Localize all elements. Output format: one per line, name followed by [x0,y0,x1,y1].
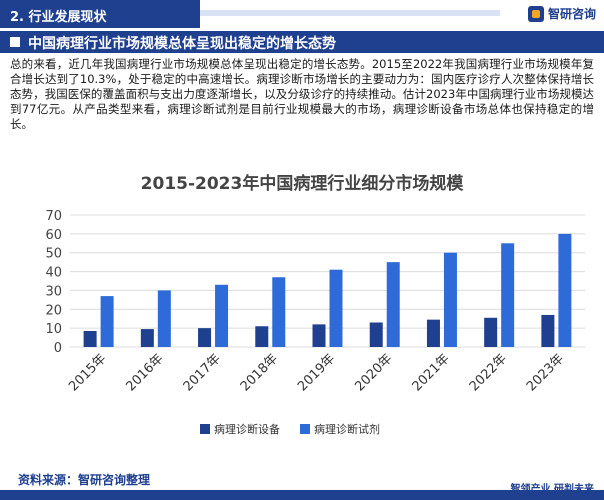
footer: 资料来源：智研咨询整理 智领产业 研判未来 [0,466,604,500]
bar-reagent [443,252,457,347]
y-tick-label: 20 [45,303,62,318]
legend-swatch [200,424,210,434]
bar-equipment [541,314,555,347]
bar-equipment [140,329,154,347]
footer-band [0,490,604,500]
y-tick-label: 60 [45,228,62,243]
x-tick-label: 2021年 [410,351,453,394]
y-tick-label: 40 [45,266,62,281]
y-tick-label: 10 [45,322,62,337]
top-bar: 2. 行业发展现状 智研咨询 [0,0,604,28]
bar-reagent [558,233,572,347]
bar-reagent [501,243,515,347]
bar-reagent [100,296,114,347]
logo-mark-icon [527,5,544,22]
bar-equipment [198,328,212,347]
body-paragraph: 总的来看，近几年我国病理行业市场规模总体呈现出稳定的增长态势。2015至2022… [10,57,594,131]
section-heading: 2. 行业发展现状 [10,10,107,25]
square-bullet-icon [10,37,20,47]
bar-equipment [369,322,383,347]
legend-label: 病理诊断试剂 [314,422,380,436]
bar-reagent [272,277,286,347]
y-tick-label: 70 [45,209,62,224]
y-tick-label: 0 [54,341,62,356]
legend-swatch [300,424,310,434]
bar-equipment [255,326,269,347]
x-tick-label: 2015年 [66,351,109,394]
bar-equipment [83,330,97,347]
title-banner: 中国病理行业市场规模总体呈现出稳定的增长态势 [0,31,604,53]
x-tick-label: 2019年 [295,351,338,394]
x-tick-label: 2017年 [181,351,224,394]
header-stripe [200,10,500,16]
y-tick-label: 30 [45,284,62,299]
bar-reagent [329,269,343,347]
y-tick-label: 50 [45,247,62,262]
x-tick-label: 2018年 [238,351,281,394]
brand-logo: 智研咨询 [527,5,596,22]
banner-title: 中国病理行业市场规模总体呈现出稳定的增长态势 [28,36,336,52]
logo-text: 智研咨询 [547,7,596,21]
tagline: 智领产业 研判未来 [511,480,594,495]
legend-label: 病理诊断设备 [214,422,280,436]
bar-reagent [215,284,229,347]
bar-equipment [484,317,498,347]
section-tab [0,0,200,28]
bar-equipment [426,319,440,347]
x-tick-label: 2016年 [123,351,166,394]
bar-reagent [157,290,171,347]
x-tick-label: 2020年 [352,351,395,394]
chart-title: 2015-2023年中国病理行业细分市场规模 [141,173,465,194]
bar-chart: 2015-2023年中国病理行业细分市场规模 0 10 20 30 40 50 60 70 2… [45,173,585,436]
bar-equipment [312,324,326,347]
x-tick-label: 2022年 [467,351,510,394]
source-note: 资料来源：智研咨询整理 [18,473,151,487]
x-tick-label: 2023年 [524,351,567,394]
bar-reagent [386,262,400,347]
